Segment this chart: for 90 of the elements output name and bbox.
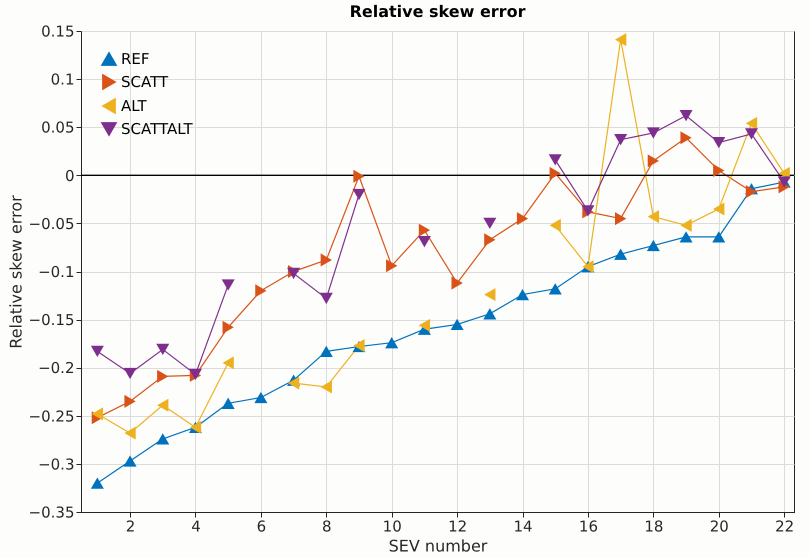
point: [713, 202, 724, 216]
point: [550, 218, 561, 232]
x-tick-label: 4: [191, 518, 201, 536]
y-tick-label: 0.05: [41, 118, 74, 137]
point: [548, 283, 562, 294]
point: [516, 288, 530, 300]
chart-title: Relative skew error: [350, 2, 526, 21]
point: [156, 433, 170, 445]
point: [353, 170, 365, 183]
point: [615, 33, 626, 46]
point: [548, 154, 562, 166]
x-tick-label: 12: [448, 518, 468, 536]
point: [746, 185, 758, 198]
point: [157, 398, 168, 412]
y-tick-label: 0.1: [50, 70, 74, 89]
point: [124, 368, 137, 380]
y-tick-label: −0.2: [38, 359, 74, 378]
point: [254, 392, 268, 404]
point: [680, 218, 692, 232]
point: [418, 236, 431, 248]
y-axis-title: Relative skew error: [6, 194, 26, 349]
point: [124, 394, 136, 408]
point: [712, 136, 726, 148]
x-tick-label: 22: [775, 518, 794, 536]
x-tick-label: 18: [644, 518, 664, 536]
point: [124, 455, 137, 467]
point: [90, 477, 104, 489]
x-tick-label: 14: [513, 518, 533, 536]
point: [288, 376, 300, 390]
point: [418, 318, 430, 332]
point: [550, 166, 561, 180]
y-tick-label: −0.3: [38, 455, 74, 474]
point: [680, 231, 693, 243]
point: [92, 407, 103, 420]
point: [484, 288, 496, 302]
point: [451, 276, 463, 290]
x-tick-label: 20: [710, 518, 729, 536]
x-axis-title: SEV number: [388, 536, 488, 556]
point: [483, 218, 496, 230]
point: [418, 224, 430, 237]
point: [222, 356, 234, 370]
point: [615, 212, 626, 226]
y-tick-label: −0.1: [38, 263, 74, 281]
point: [713, 164, 724, 178]
point: [648, 210, 660, 224]
y-tick-label: −0.15: [28, 311, 74, 330]
y-tick-label: −0.35: [28, 504, 74, 522]
point: [320, 380, 332, 394]
x-tick-label: 2: [126, 518, 136, 536]
point: [680, 131, 692, 144]
point: [712, 231, 726, 243]
point: [222, 398, 235, 409]
y-tick-label: 0: [64, 166, 74, 185]
point: [320, 253, 332, 266]
point: [614, 248, 628, 260]
point: [320, 346, 333, 357]
point: [746, 116, 758, 130]
point: [222, 320, 234, 334]
point: [484, 233, 496, 246]
point: [157, 370, 168, 383]
point: [90, 346, 104, 357]
legend-label: REF: [121, 50, 150, 68]
y-tick-label: 0.15: [41, 22, 74, 40]
point: [450, 318, 464, 330]
point: [255, 284, 267, 298]
point: [352, 188, 366, 200]
point: [320, 292, 333, 304]
point: [646, 127, 660, 139]
x-tick-label: 16: [578, 518, 598, 536]
point: [516, 212, 528, 226]
x-tick-label: 6: [256, 518, 266, 536]
point: [124, 426, 136, 440]
point: [287, 268, 300, 280]
point: [648, 154, 660, 168]
point: [614, 134, 628, 146]
y-tick-label: −0.05: [28, 214, 74, 233]
point: [385, 337, 398, 348]
x-tick-label: 8: [322, 518, 332, 536]
legend-label: ALT: [121, 97, 148, 115]
legend-label: SCATTALT: [121, 120, 194, 138]
x-tick-label: 10: [382, 518, 402, 536]
point: [483, 308, 496, 320]
y-tick-label: −0.25: [28, 407, 74, 426]
point: [646, 240, 660, 252]
point: [680, 110, 693, 122]
point: [386, 259, 398, 272]
point: [222, 279, 235, 291]
point: [744, 128, 758, 140]
point: [156, 344, 170, 356]
legend-label: SCATT: [121, 73, 169, 91]
